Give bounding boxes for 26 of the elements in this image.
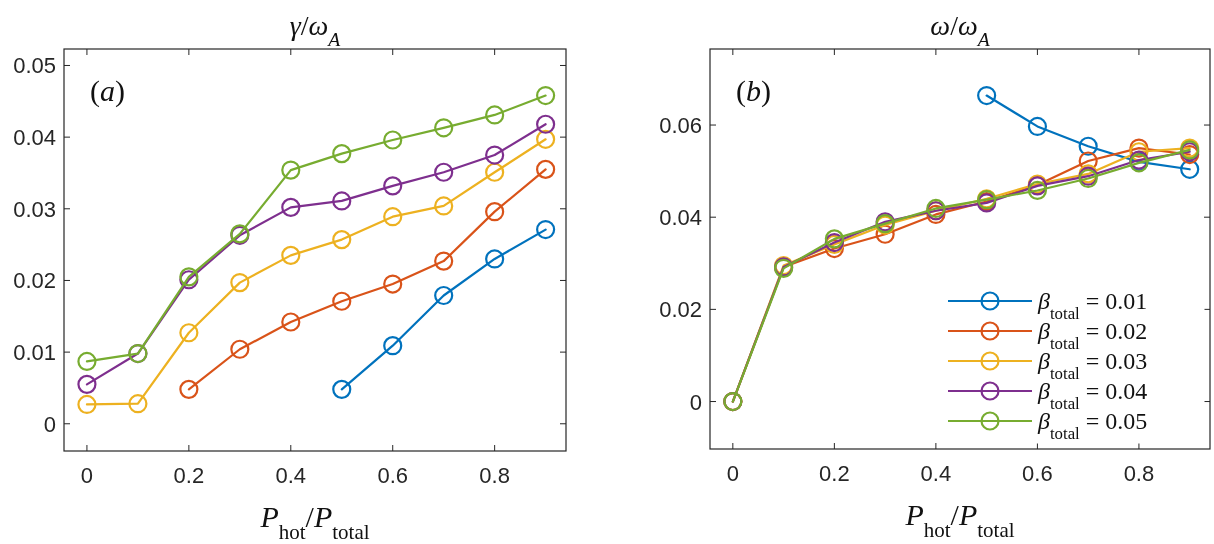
y-tick-label: 0.03 — [13, 196, 56, 222]
y-tick-label: 0.04 — [13, 125, 56, 151]
x-tick-label: 0 — [80, 463, 94, 488]
x-tick-label: 0.4 — [920, 461, 952, 486]
x-tick-label: 0.6 — [377, 463, 409, 488]
y-tick-label: 0 — [43, 411, 56, 437]
chart-title: γ/ω$_{A}$ — [289, 10, 342, 50]
x-tick-label: 0.8 — [479, 463, 510, 488]
y-tick-label: 0.04 — [659, 205, 702, 231]
y-tick-label: 0.01 — [13, 340, 56, 366]
x-axis-title: P$_{hot}$/P$_{total}$ — [904, 498, 1015, 542]
x-tick-label: 0.2 — [819, 461, 850, 486]
y-tick-label: 0.05 — [13, 53, 56, 79]
x-tick-label: 0.8 — [1123, 461, 1155, 486]
x-tick-label: 0.2 — [173, 463, 205, 488]
x-tick-label: 0 — [726, 461, 739, 486]
x-tick-label: 0.6 — [1022, 461, 1053, 486]
x-tick-label: 0.4 — [275, 463, 307, 488]
annotation: (a) — [90, 74, 125, 108]
annotation: (b) — [736, 74, 771, 108]
x-axis-title: P$_{hot}$/P$_{total}$ — [259, 500, 370, 544]
y-tick-label: 0 — [689, 389, 702, 415]
y-tick-label: 0.06 — [659, 113, 702, 139]
chart-title: ω/ω$_{A}$ — [930, 10, 991, 50]
y-tick-label: 0.02 — [659, 297, 702, 323]
y-tick-label: 0.02 — [13, 268, 56, 294]
